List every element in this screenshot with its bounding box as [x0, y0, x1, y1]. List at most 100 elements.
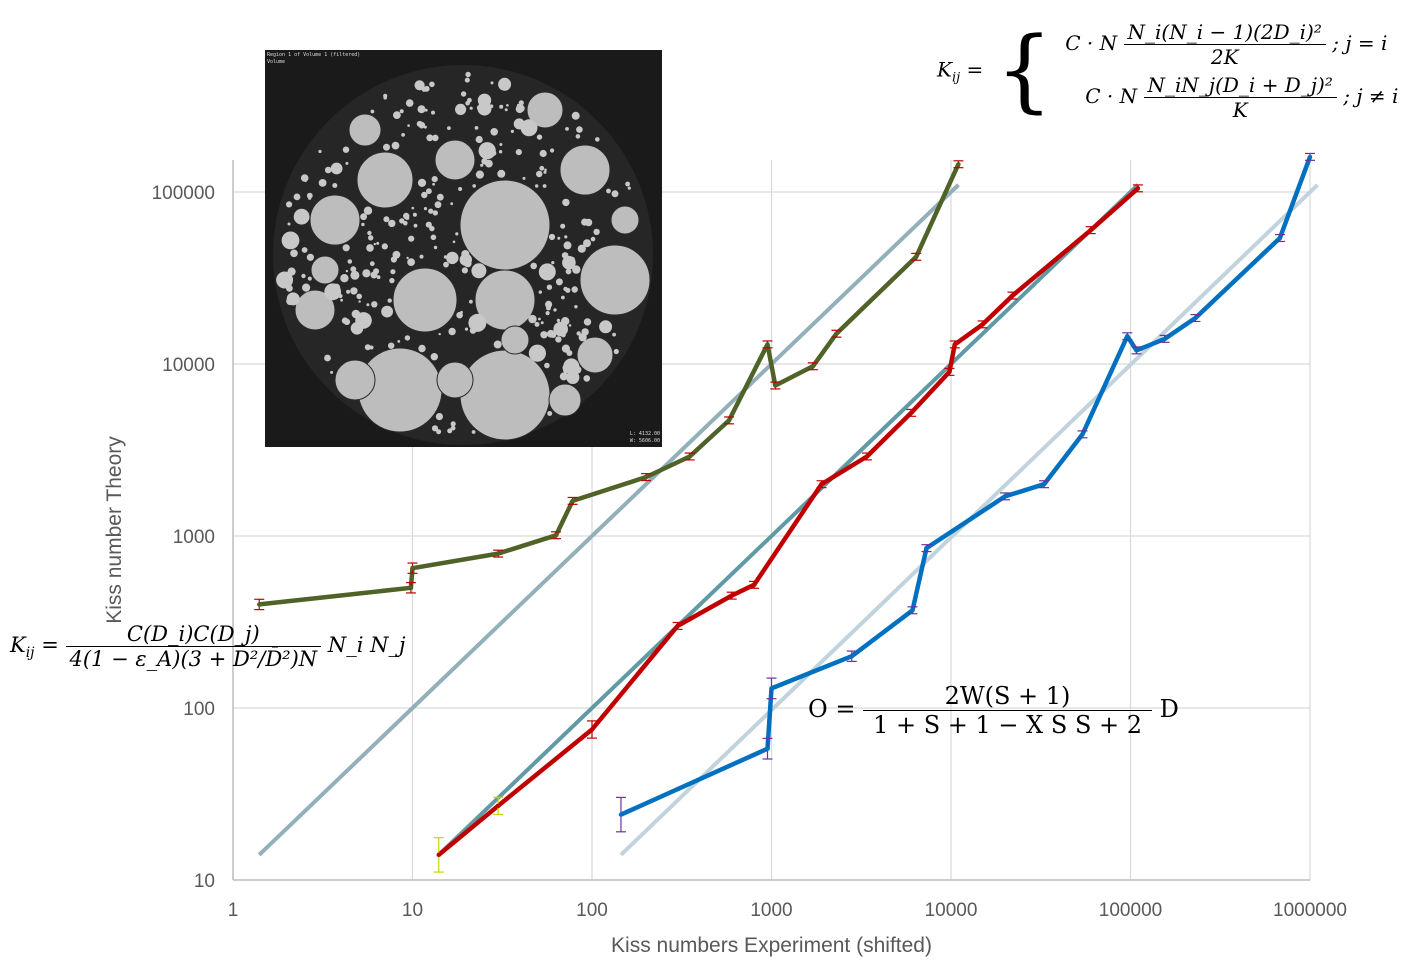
case-1-prefix: C · N — [1065, 31, 1118, 55]
series-2-point — [944, 367, 955, 376]
series-2-point — [726, 591, 737, 600]
series-1-point — [807, 362, 818, 371]
case-1-fraction: N_i(N_i − 1)(2D_i)² 2K — [1123, 20, 1326, 69]
y-axis-title: Kiss number Theory — [103, 436, 126, 624]
equation-right-numerator: 2W(S + 1) — [863, 682, 1153, 711]
equation-left-lhs-sub: ij — [25, 645, 35, 662]
chart-axes — [232, 160, 1310, 881]
series-3-point — [1039, 480, 1050, 489]
case-1-numerator: N_i(N_i − 1)(2D_i)² — [1123, 20, 1326, 45]
equation-right-denominator: 1 + S + 1 − X S S + 2 — [873, 711, 1143, 739]
series-3-point — [1077, 430, 1088, 439]
inset-caption-top: Region 1 of Volume 1 (filtered) — [267, 52, 361, 58]
case-2-fraction: N_iN_j(D_i + D_j)² K — [1143, 73, 1337, 122]
y-tick-label: 100 — [183, 699, 215, 720]
x-tick-label: 1000000 — [1273, 900, 1347, 921]
series-1-point — [724, 416, 735, 425]
series-3-point — [1000, 492, 1011, 501]
equation-left-denominator: 4(1 − ε_A)(3 + D²/D̄²)N — [69, 647, 318, 671]
equation-right: O = 2W(S + 1) 1 + S + 1 − X S S + 2 D — [808, 682, 1179, 739]
series-3-point — [1305, 152, 1315, 161]
series-2-point — [949, 340, 960, 349]
series-3-point — [615, 796, 626, 833]
y-tick-label: 1000 — [173, 527, 215, 548]
series-1-point — [407, 562, 418, 574]
series-1-point — [831, 329, 842, 338]
case-1-condition: ; j = i — [1332, 31, 1388, 55]
series-1-point — [641, 473, 652, 482]
series-3-point — [907, 606, 918, 615]
equation-top-cases: C · N N_i(N_i − 1)(2D_i)² 2K ; j = i C ·… — [1065, 18, 1398, 124]
series-3-point — [1131, 346, 1142, 355]
equation-top-lhs-sub: ij — [951, 70, 961, 86]
series-2-point — [672, 621, 683, 630]
series-3-point — [762, 737, 773, 760]
equation-left-numerator: C(D_i)C(D_j) — [65, 622, 322, 647]
series-2-point — [906, 408, 917, 417]
series-1-point — [567, 496, 578, 505]
equation-left-fraction: C(D_i)C(D_j) 4(1 − ε_A)(3 + D²/D̄²)N — [65, 622, 322, 671]
series-2-point — [493, 796, 504, 816]
equation-right-lhs: O — [808, 695, 828, 723]
y-tick-label: 10 — [194, 871, 215, 892]
series-3-point — [766, 677, 777, 700]
equation-left: Kij = C(D_i)C(D_j) 4(1 − ε_A)(3 + D²/D̄²… — [10, 622, 406, 671]
series-3-point — [1190, 314, 1201, 323]
equation-right-fraction: 2W(S + 1) 1 + S + 1 − X S S + 2 — [863, 682, 1153, 739]
series-1-point — [953, 160, 964, 169]
equation-left-tail: N_i N_j — [327, 633, 406, 657]
trendline-2 — [437, 183, 1140, 857]
series-2-point — [1132, 184, 1143, 193]
x-tick-label: 10000 — [925, 900, 978, 921]
tick-labels: 1 10 100 1000 10000 100000 1000000 10 100 1000 100… — [152, 183, 1347, 921]
series-1-point — [762, 340, 773, 349]
series-1-point — [493, 549, 504, 558]
x-tick-label: 100 — [576, 900, 608, 921]
inset-caption-top2: Volume — [267, 59, 286, 65]
series-1-point — [770, 381, 781, 390]
series-1-point — [405, 582, 416, 594]
equation-top-brace: { — [995, 18, 1053, 123]
inset-caption-bottom2: W: 5606.00 — [629, 438, 660, 444]
equation-left-lhs: K — [10, 633, 26, 657]
series-2-point — [587, 720, 597, 739]
series-1-point — [254, 598, 265, 611]
series-2-point — [861, 452, 872, 461]
x-axis-title: Kiss numbers Experiment (shifted) — [611, 934, 932, 957]
series-3-point — [1159, 334, 1170, 343]
series-2-point — [1085, 226, 1096, 235]
equation-right-tail: D — [1159, 695, 1179, 723]
series-2-point — [977, 320, 988, 329]
case-1-denominator: 2K — [1210, 45, 1239, 69]
series-3-point — [921, 544, 932, 553]
equation-top-lhs: K — [937, 57, 952, 82]
case-2-denominator: K — [1232, 98, 1248, 122]
equation-top-case-2: C · N N_iN_j(D_i + D_j)² K ; j ≠ i — [1065, 71, 1398, 124]
series-1-point — [550, 531, 561, 540]
series-3-point — [1122, 332, 1133, 341]
x-tick-label: 1000 — [750, 900, 792, 921]
series-3-point — [1274, 233, 1285, 243]
series-2-point — [433, 837, 444, 873]
case-2-condition: ; j ≠ i — [1343, 84, 1399, 108]
x-tick-label: 1 — [228, 900, 239, 921]
series-1-point — [684, 452, 695, 461]
series-2-point — [816, 480, 827, 489]
ct-scan-cross-section — [265, 50, 662, 447]
equation-top: Kij = { C · N N_i(N_i − 1)(2D_i)² 2K ; j… — [937, 18, 1399, 124]
series-1-point — [911, 252, 922, 261]
inset-caption-bottom: L: 4132.00 — [629, 431, 660, 437]
equation-top-case-1: C · N N_i(N_i − 1)(2D_i)² 2K ; j = i — [1065, 18, 1398, 71]
trendline-1 — [257, 183, 960, 857]
x-tick-label: 10 — [402, 900, 423, 921]
series-2-point — [749, 580, 760, 589]
data-series — [254, 152, 1315, 873]
ct-scan-inset-image: Region 1 of Volume 1 (filtered) Volume L… — [265, 50, 662, 447]
series-2-point — [1007, 291, 1018, 300]
y-tick-label: 100000 — [152, 183, 215, 204]
case-2-prefix: C · N — [1085, 84, 1138, 108]
series-3-point — [846, 650, 857, 662]
case-2-numerator: N_iN_j(D_i + D_j)² — [1143, 73, 1337, 98]
y-tick-label: 10000 — [162, 355, 215, 376]
